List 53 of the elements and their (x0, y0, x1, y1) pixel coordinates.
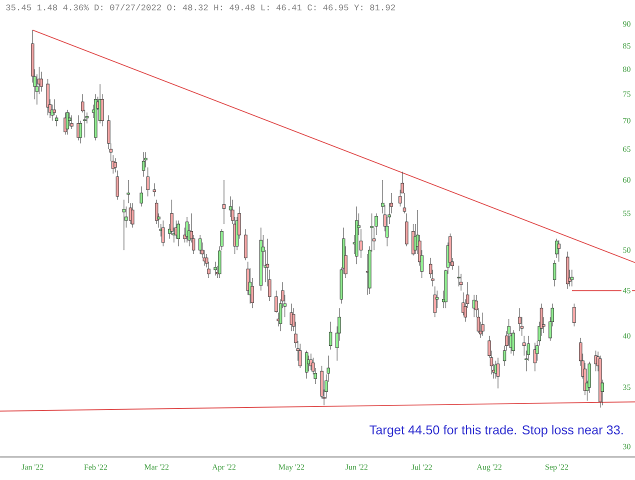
candlestick (481, 312, 484, 336)
candlestick (496, 357, 500, 389)
x-tick-label: Apr '22 (212, 464, 236, 472)
y-tick-label: 50 (623, 247, 630, 253)
candlestick (198, 234, 202, 254)
x-tick-label: Sep '22 (546, 464, 568, 472)
candlestick (557, 240, 561, 262)
x-tick-label: Jul '22 (412, 464, 432, 470)
y-tick-label: 65 (623, 146, 630, 152)
candlestick (126, 180, 130, 204)
y-tick-label: 40 (622, 333, 630, 339)
y-tick-label: 30 (623, 444, 630, 450)
candlestick (122, 199, 126, 250)
candlestick (433, 286, 437, 318)
y-tick-label: 90 (622, 21, 630, 27)
candlestick (328, 321, 332, 350)
y-tick-label: 45 (622, 288, 630, 294)
annotation: Target 44.50 for this trade. Stop loss near 33. (370, 425, 623, 437)
x-tick-label: Jun '22 (346, 464, 368, 470)
y-tick-label: 60 (623, 177, 630, 183)
candlestick (146, 167, 150, 197)
candlestick (457, 266, 460, 287)
candlestick (161, 220, 165, 247)
candlestick (152, 182, 156, 197)
candlestick (142, 152, 146, 178)
candlestick (140, 186, 143, 207)
x-tick-label: Mar '22 (144, 464, 169, 470)
y-tick-label: 35 (623, 384, 630, 390)
candlestick (405, 213, 408, 247)
x-tick-label: Aug '22 (476, 464, 502, 472)
y-tick-label: 75 (623, 92, 630, 97)
x-tick-label: May '22 (278, 464, 304, 472)
candlestick (305, 350, 308, 379)
y-tick-label: 80 (623, 66, 630, 72)
x-tick-label: Feb '22 (84, 464, 107, 470)
y-tick-label: 55 (623, 210, 630, 216)
candlestick (176, 220, 180, 247)
x-tick-label: Jan '22 (22, 464, 44, 470)
candlestick (66, 110, 70, 135)
candlestick (552, 260, 556, 287)
candlestick (555, 238, 558, 258)
candlestick (68, 112, 72, 126)
y-tick-label: 85 (623, 43, 630, 49)
candlestick (244, 228, 248, 260)
y-tick-label: 70 (623, 118, 630, 124)
candlestick (298, 343, 302, 368)
candlestick (46, 78, 50, 116)
chart-title: 35.45 1.48 4.36% D: 07/27/2022 O: 48.32 H: 49.48 L: 46.41 C: 46.95 Y: 81.92 (6, 4, 395, 10)
candlestick (54, 114, 58, 126)
candlestick (131, 202, 134, 228)
candlestick (222, 180, 226, 224)
candlestick (154, 199, 158, 224)
candlestick (572, 303, 576, 327)
